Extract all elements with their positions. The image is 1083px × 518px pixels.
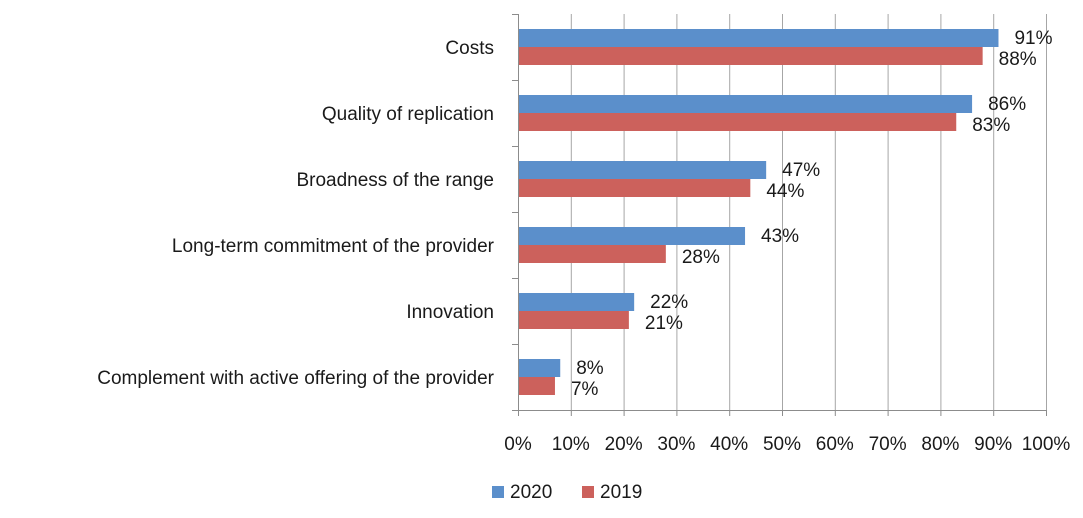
x-tick-label: 30% [657, 434, 695, 455]
data-label-2019: 7% [571, 379, 599, 400]
bar-2019 [519, 47, 983, 65]
x-tick-label: 20% [605, 434, 643, 455]
data-label-2019: 21% [645, 313, 683, 334]
legend-swatch-2020 [492, 486, 504, 498]
data-label-2020: 43% [761, 226, 799, 247]
bar-2020 [519, 359, 561, 377]
category-labels: Costs Quality of replication Broadness of … [97, 38, 494, 389]
x-tick-label: 100% [1022, 434, 1071, 455]
data-label-2019: 28% [682, 247, 720, 268]
x-tick-label: 90% [974, 434, 1012, 455]
category-label: Complement with active offering of the p… [97, 368, 494, 389]
legend-label-2020: 2020 [510, 482, 552, 503]
x-tick-label: 50% [763, 434, 801, 455]
legend-label-2019: 2019 [600, 482, 642, 503]
bar-2019 [519, 179, 751, 197]
data-label-2020: 91% [1014, 28, 1052, 49]
bar-2020 [519, 95, 973, 113]
bar-2019 [519, 245, 666, 263]
bar-2019 [519, 377, 555, 395]
x-tick-label: 0% [504, 434, 532, 455]
x-tick-label: 10% [552, 434, 590, 455]
category-label: Innovation [406, 302, 494, 323]
bars [519, 29, 999, 395]
legend: 2020 2019 [492, 482, 642, 503]
x-tick-label: 80% [921, 434, 959, 455]
category-label: Long-term commitment of the provider [172, 236, 495, 257]
bar-2019 [519, 311, 629, 329]
axes [512, 14, 1047, 416]
category-label: Costs [445, 38, 494, 59]
legend-swatch-2019 [582, 486, 594, 498]
x-tick-label: 70% [869, 434, 907, 455]
data-labels: 91%88% 86%83% 47%44% 43% 28% 22%21% 8%7% [571, 28, 1053, 400]
bar-2020 [519, 29, 999, 47]
category-label: Broadness of the range [296, 170, 494, 191]
data-label-2019: 44% [766, 181, 804, 202]
data-label-2020: 22% [650, 292, 688, 313]
data-label-2020: 86% [988, 94, 1026, 115]
bar-2020 [519, 293, 635, 311]
bar-2020 [519, 227, 746, 245]
x-tick-label: 40% [710, 434, 748, 455]
bar-2019 [519, 113, 957, 131]
data-label-2020: 47% [782, 160, 820, 181]
gridlines [570, 14, 1047, 410]
data-label-2019: 83% [972, 115, 1010, 136]
x-tick-labels: 0% 10% 20% 30% 40% 50% 60% 70% 80% 90% 100% [504, 434, 1070, 455]
x-tick-label: 60% [816, 434, 854, 455]
data-label-2020: 8% [576, 358, 604, 379]
data-label-2019: 88% [999, 49, 1037, 70]
bar-2020 [519, 161, 767, 179]
category-label: Quality of replication [322, 104, 494, 125]
